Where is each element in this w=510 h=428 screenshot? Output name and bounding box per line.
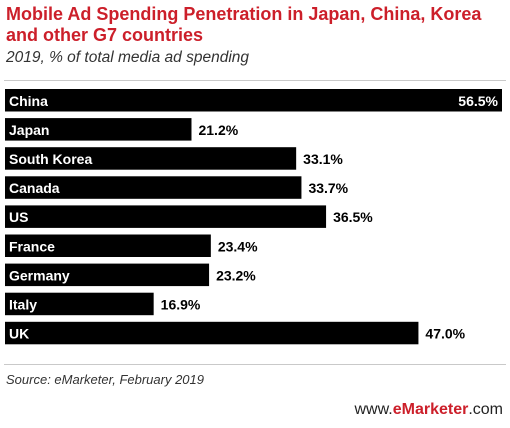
bar-italy (5, 292, 154, 316)
category-label: China (9, 93, 48, 109)
category-label: UK (9, 326, 29, 342)
value-label: 36.5% (333, 209, 373, 225)
bar-france (5, 234, 211, 257)
value-label: 23.2% (216, 267, 256, 283)
value-label: 16.9% (161, 296, 201, 312)
brand-suffix: .com (468, 401, 503, 418)
value-label: 33.7% (308, 180, 348, 196)
value-label: 56.5% (458, 93, 498, 109)
bar-canada (5, 176, 302, 199)
bar-japan (5, 118, 192, 141)
bar-germany (5, 263, 210, 287)
value-label: 21.2% (198, 122, 238, 138)
value-label: 23.4% (218, 238, 258, 254)
bar-chart: China 56.5% Japan 21.2% South Korea 33.1% Cana… (5, 89, 502, 345)
value-label: 47.0% (425, 326, 465, 342)
chart-title: Mobile Ad Spending Penetration in Japan,… (6, 4, 482, 45)
bottom-divider (4, 364, 506, 365)
category-label: Germany (9, 267, 70, 283)
category-label: Canada (9, 180, 60, 196)
chart-subtitle: 2019, % of total media ad spending (6, 49, 250, 66)
category-label: South Korea (9, 151, 92, 167)
brand-name: eMarketer (392, 401, 469, 418)
bar-china (5, 89, 502, 112)
brand-logo: www.eMarketer.com (354, 401, 503, 419)
top-divider (4, 80, 506, 81)
source-note: Source: eMarketer, February 2019 (6, 372, 204, 387)
category-label: France (9, 238, 55, 254)
category-label: US (9, 209, 28, 225)
brand-prefix: www. (354, 401, 393, 418)
value-label: 33.1% (303, 151, 343, 167)
category-label: Italy (9, 296, 37, 312)
category-label: Japan (9, 122, 49, 138)
bar-uk (5, 321, 419, 345)
bar-us (5, 205, 327, 228)
bar-south-korea (5, 147, 297, 170)
